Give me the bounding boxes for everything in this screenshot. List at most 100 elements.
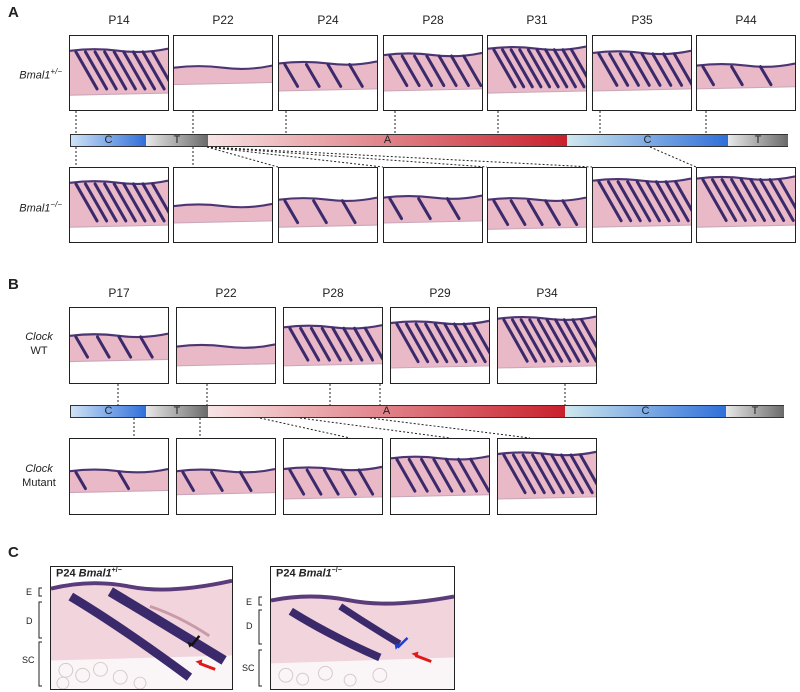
panel-b-bottom-row-label: Clock Mutant bbox=[14, 462, 64, 490]
phase-catagen: C bbox=[71, 135, 146, 146]
histology-image bbox=[177, 308, 275, 383]
panel-c-letter: C bbox=[8, 544, 19, 561]
panel-c-left-title: P24 Bmal1+/− bbox=[54, 567, 124, 580]
panel-b-letter: B bbox=[8, 276, 19, 293]
histology-image bbox=[697, 36, 795, 110]
histology-image bbox=[384, 168, 482, 242]
layer-label-subcutis: SC bbox=[22, 655, 35, 665]
panel-a-letter: A bbox=[8, 4, 19, 21]
histology-image bbox=[593, 36, 691, 110]
histology-tile bbox=[390, 438, 490, 515]
layer-label-epidermis: E bbox=[26, 587, 33, 597]
phase-telogen: T bbox=[726, 406, 784, 417]
connector-line bbox=[206, 146, 384, 168]
timepoint-label: P29 bbox=[429, 286, 451, 300]
histology-image bbox=[70, 36, 168, 110]
genotype-sup: −/− bbox=[331, 567, 342, 574]
genotype-sup: +/− bbox=[111, 567, 122, 574]
genotype-label: Mutant bbox=[22, 477, 56, 489]
timepoint-label: P24 bbox=[276, 567, 296, 580]
histology-image bbox=[697, 168, 795, 242]
connector-line bbox=[206, 146, 279, 168]
histology-image bbox=[279, 36, 377, 110]
panel-a-hair-cycle-bar: C T A C T bbox=[70, 134, 788, 147]
layer-label-dermis: D bbox=[246, 621, 253, 631]
timepoint-label: P24 bbox=[56, 567, 76, 580]
phase-catagen: C bbox=[567, 135, 728, 146]
histology-image bbox=[51, 567, 232, 689]
histology-image bbox=[284, 439, 382, 514]
timepoint-label: P22 bbox=[215, 286, 237, 300]
connector-line bbox=[649, 146, 697, 168]
phase-catagen: C bbox=[565, 406, 726, 417]
timepoint-label: P28 bbox=[322, 286, 344, 300]
layer-label-epidermis: E bbox=[246, 597, 253, 607]
timepoint-label: P24 bbox=[317, 13, 339, 27]
genotype-label: Bmal1 bbox=[19, 202, 51, 215]
gene-label: Clock bbox=[25, 463, 53, 475]
histology-tile bbox=[69, 35, 169, 111]
histology-image bbox=[70, 308, 168, 383]
phase-telogen: T bbox=[146, 406, 208, 417]
histology-image bbox=[593, 168, 691, 242]
genotype-sup: −/− bbox=[50, 200, 62, 209]
phase-catagen: C bbox=[71, 406, 146, 417]
histology-tile bbox=[69, 167, 169, 243]
histology-tile bbox=[487, 167, 587, 243]
histology-tile bbox=[383, 35, 483, 111]
connector-line bbox=[206, 146, 488, 168]
histology-tile bbox=[390, 307, 490, 384]
panel-a-bottom-row-label: Bmal1−/− bbox=[0, 200, 62, 215]
layer-label-dermis: D bbox=[26, 616, 33, 626]
panel-c-right-title: P24 Bmal1−/− bbox=[274, 567, 344, 580]
timepoint-label: P34 bbox=[536, 286, 558, 300]
timepoint-label: P14 bbox=[108, 13, 130, 27]
histology-tile bbox=[497, 307, 597, 384]
histology-tile bbox=[278, 167, 378, 243]
genotype-sup: +/− bbox=[50, 67, 62, 76]
histology-tile bbox=[497, 438, 597, 515]
phase-telogen: T bbox=[728, 135, 788, 146]
histology-tile bbox=[696, 35, 796, 111]
histology-tile bbox=[69, 438, 169, 515]
histology-image bbox=[279, 168, 377, 242]
histology-image bbox=[174, 168, 272, 242]
timepoint-label: P31 bbox=[526, 13, 548, 27]
gene-label: Bmal1 bbox=[298, 567, 332, 580]
panel-c-right-micrograph bbox=[270, 566, 455, 690]
histology-image bbox=[384, 36, 482, 110]
connector-line bbox=[206, 146, 593, 168]
histology-image bbox=[391, 439, 489, 514]
histology-tile bbox=[69, 307, 169, 384]
histology-tile bbox=[696, 167, 796, 243]
histology-image bbox=[498, 308, 596, 383]
panel-b-top-row-label: Clock WT bbox=[14, 330, 64, 358]
panel-b-hair-cycle-bar: C T A C T bbox=[70, 405, 784, 418]
histology-tile bbox=[173, 167, 273, 243]
timepoint-label: P28 bbox=[422, 13, 444, 27]
connector-line bbox=[369, 417, 531, 439]
histology-tile bbox=[383, 167, 483, 243]
panel-c-left-micrograph bbox=[50, 566, 233, 690]
connector-line bbox=[259, 417, 351, 439]
genotype-label: Bmal1 bbox=[19, 69, 51, 82]
gene-label: Bmal1 bbox=[78, 567, 112, 580]
timepoint-label: P35 bbox=[631, 13, 653, 27]
histology-tile bbox=[283, 307, 383, 384]
gene-label: Clock bbox=[25, 331, 53, 343]
histology-tile bbox=[283, 438, 383, 515]
phase-anagen: A bbox=[208, 135, 567, 146]
phase-telogen: T bbox=[146, 135, 208, 146]
histology-tile bbox=[176, 438, 276, 515]
histology-image bbox=[488, 36, 586, 110]
histology-image bbox=[70, 439, 168, 514]
connector-line bbox=[299, 417, 451, 439]
histology-tile bbox=[487, 35, 587, 111]
histology-tile bbox=[592, 35, 692, 111]
histology-image bbox=[284, 308, 382, 383]
histology-tile bbox=[592, 167, 692, 243]
histology-image bbox=[271, 567, 454, 689]
histology-tile bbox=[278, 35, 378, 111]
layer-label-subcutis: SC bbox=[242, 663, 255, 673]
